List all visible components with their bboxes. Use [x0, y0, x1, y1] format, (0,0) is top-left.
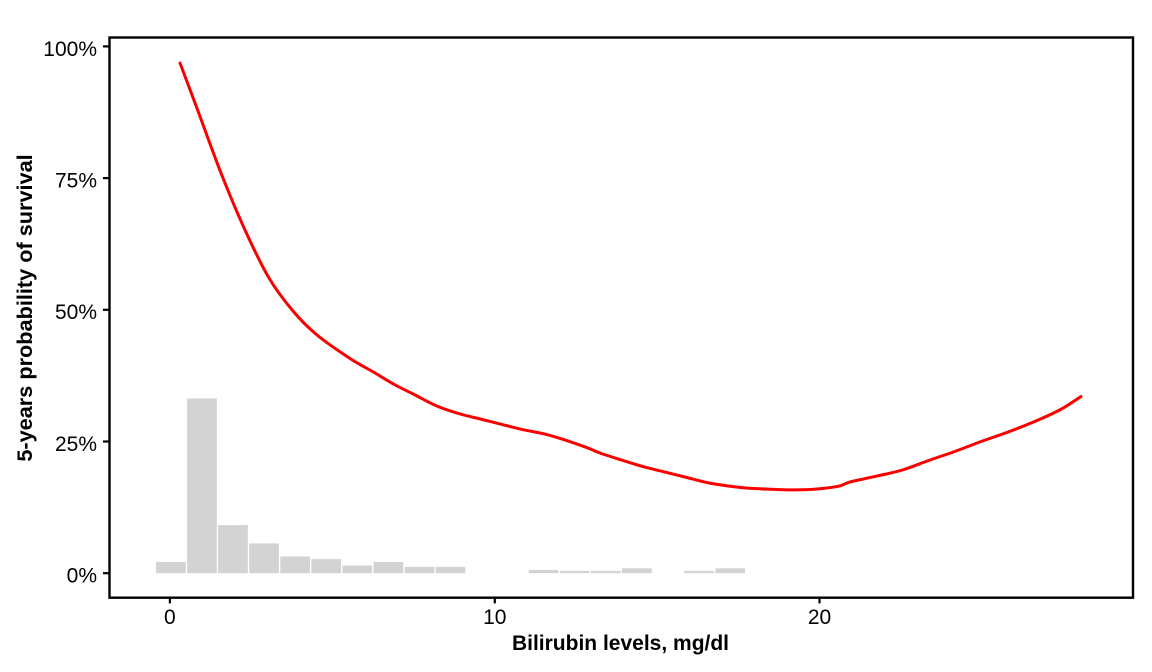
svg-text:10: 10 — [483, 606, 506, 629]
svg-text:5-years probability of surviva: 5-years probability of survival — [12, 154, 37, 461]
svg-text:100%: 100% — [43, 38, 97, 61]
svg-text:75%: 75% — [55, 170, 97, 193]
svg-text:0: 0 — [164, 606, 176, 629]
svg-text:20: 20 — [808, 606, 831, 629]
svg-text:50%: 50% — [55, 301, 97, 324]
svg-text:Bilirubin levels, mg/dl: Bilirubin levels, mg/dl — [512, 632, 729, 655]
svg-text:0%: 0% — [67, 565, 97, 588]
svg-text:25%: 25% — [55, 433, 97, 456]
